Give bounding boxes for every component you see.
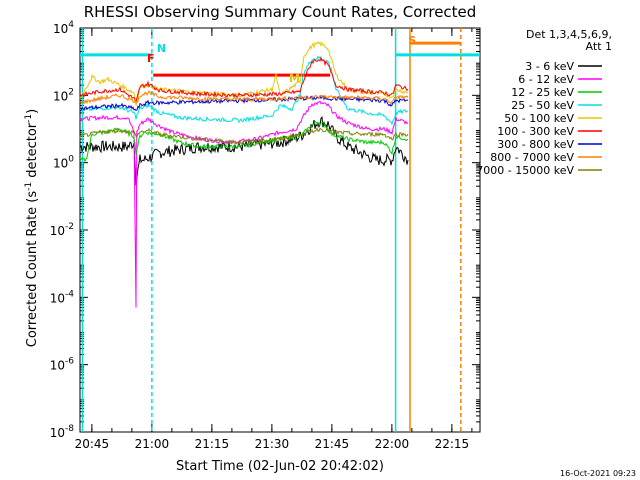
chart-title: RHESSI Observing Summary Count Rates, Co… [84, 3, 477, 21]
series-line [79, 90, 409, 106]
x-tick-label: 21:00 [135, 437, 170, 451]
y-tick-label: 104 [53, 20, 74, 36]
state-annotation: M [289, 72, 300, 85]
legend-header: Att 1 [586, 40, 612, 53]
y-axis-label-sup-1: -1 [24, 182, 34, 191]
x-tick-label: 21:15 [195, 437, 230, 451]
y-tick-label: 10-6 [50, 357, 75, 373]
y-axis-label-base: Corrected Count Rate (s [25, 191, 40, 348]
x-tick-label: 22:00 [375, 437, 410, 451]
x-tick-label: 21:30 [255, 437, 290, 451]
series-line [79, 55, 409, 126]
legend-entry-label: 7000 - 15000 keV [476, 164, 574, 177]
legend-entry-label: 300 - 800 keV [497, 138, 574, 151]
series-line [79, 120, 409, 163]
x-axis-label: Start Time (02-Jun-02 20:42:02) [176, 459, 384, 474]
series-line [79, 100, 409, 308]
legend-entry-label: 6 - 12 keV [518, 73, 574, 86]
legend-entry-label: 800 - 7000 keV [490, 151, 574, 164]
series-line [79, 126, 409, 146]
legend-entry-label: 50 - 100 keV [504, 112, 574, 125]
y-tick-label: 10-2 [50, 222, 74, 238]
y-tick-label: 10-8 [50, 424, 75, 440]
y-tick-label: 100 [53, 155, 74, 171]
x-tick-label: 20:45 [75, 437, 110, 451]
legend-header: Det 1,3,4,5,6,9, [526, 28, 612, 41]
legend-entry-label: 12 - 25 keV [511, 86, 574, 99]
legend-entry-label: 3 - 6 keV [525, 60, 574, 73]
series-line [79, 94, 409, 112]
state-annotation: N [157, 42, 166, 55]
x-tick-label: 21:45 [315, 437, 350, 451]
series-line [79, 116, 409, 186]
y-axis-label: Corrected Count Rate (s-1 detector-1) [24, 109, 40, 347]
y-tick-label: 10-4 [50, 289, 75, 305]
svg-text:Corrected Count Rate (s-1 dete: Corrected Count Rate (s-1 detector-1) [24, 109, 40, 347]
y-tick-label: 102 [53, 87, 74, 103]
state-annotation: S [408, 34, 416, 47]
footer-timestamp: 16-Oct-2021 09:23 [560, 469, 636, 478]
x-tick-label: 22:15 [435, 437, 470, 451]
legend-entry-label: 100 - 300 keV [497, 125, 574, 138]
y-axis-label-end: ) [25, 109, 40, 114]
legend-entry-label: 25 - 50 keV [511, 99, 574, 112]
y-axis-label-tail: detector [25, 122, 40, 182]
series-line [80, 56, 409, 103]
state-annotation: F [147, 52, 155, 65]
plot-area: 104 102 100 10-2 10-4 10-6 10-820:45 21:00 21:15… [50, 20, 481, 451]
y-axis-label-sup-2: -1 [24, 114, 34, 123]
